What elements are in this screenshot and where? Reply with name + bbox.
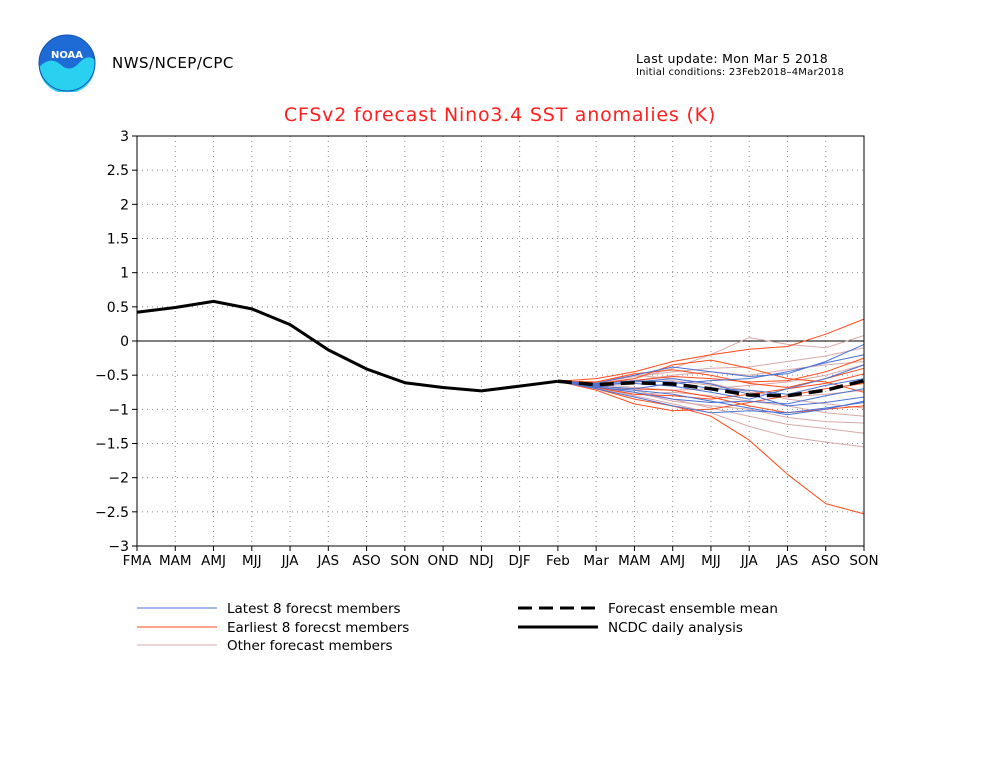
legend-mean-label: Forecast ensemble mean <box>608 601 778 617</box>
earliest-member-line <box>557 380 865 515</box>
analysis-line <box>136 299 559 393</box>
last-update-label: Last update: Mon Mar 5 2018 <box>636 51 828 66</box>
x-tick-label: FMA <box>123 553 152 569</box>
legend-earliest-label: Earliest 8 forecst members <box>227 620 409 636</box>
legend-analysis-label: NCDC daily analysis <box>608 620 743 636</box>
earliest-member-line <box>557 359 865 393</box>
y-tick-label: −0.5 <box>95 368 129 384</box>
x-tick-label: SON <box>390 553 419 569</box>
x-tick-label: JAS <box>776 553 799 569</box>
y-tick-label: 0.5 <box>107 300 129 316</box>
y-tick-label: −2.5 <box>95 505 129 521</box>
x-tick-label: MAM <box>618 553 651 569</box>
x-tick-label: ASO <box>352 553 380 569</box>
x-tick-label: JJA <box>281 553 300 569</box>
noaa-logo: NOAA <box>38 34 96 92</box>
x-tick-label: Mar <box>583 553 609 569</box>
y-tick-label: −2 <box>108 471 129 487</box>
y-axis-ticks: 3 2.5 2 1.5 1 0.5 0 −0.5 −1 −1.5 −2 −2.5 −3 <box>95 129 137 555</box>
latest-member-line <box>557 354 865 390</box>
x-tick-label: MJJ <box>242 553 262 569</box>
x-axis-ticks: FMA MAM AMJ MJJ JJA JAS ASO SON OND NDJ DJF Feb Mar M… <box>123 546 879 569</box>
latest-member-line <box>557 380 865 414</box>
x-tick-label: ASO <box>812 553 840 569</box>
y-tick-label: −1.5 <box>95 437 129 453</box>
x-tick-label: MJJ <box>701 553 721 569</box>
x-tick-label: OND <box>428 553 459 569</box>
x-tick-label: AMJ <box>201 553 226 569</box>
latest-member-line <box>557 380 865 405</box>
x-tick-label: JJA <box>740 553 759 569</box>
earliest-members-series <box>557 318 865 515</box>
earliest-member-line <box>557 373 865 400</box>
noaa-logo-text: NOAA <box>51 50 83 61</box>
x-tick-label: JAS <box>317 553 340 569</box>
y-tick-label: 0 <box>120 334 129 350</box>
y-tick-label: 2.5 <box>107 163 129 179</box>
y-tick-label: 1 <box>120 266 129 282</box>
ensemble-mean-series <box>557 378 865 398</box>
x-tick-label: NDJ <box>469 553 493 569</box>
legend-other-label: Other forecast members <box>227 638 393 654</box>
x-tick-label: Feb <box>546 553 570 569</box>
y-tick-label: −3 <box>108 539 129 555</box>
chart-title: CFSv2 forecast Nino3.4 SST anomalies (K) <box>283 104 717 126</box>
x-tick-label: MAM <box>159 553 192 569</box>
y-tick-label: −1 <box>108 402 129 418</box>
agency-label: NWS/NCEP/CPC <box>112 54 234 72</box>
y-tick-label: 1.5 <box>107 232 129 248</box>
legend-latest-label: Latest 8 forecst members <box>227 601 401 617</box>
x-tick-label: AMJ <box>660 553 685 569</box>
y-tick-label: 2 <box>120 197 129 213</box>
x-tick-label: SON <box>849 553 878 569</box>
analysis-series <box>136 299 559 393</box>
ensemble-mean-line <box>557 378 865 398</box>
y-tick-label: 3 <box>120 129 129 145</box>
x-tick-label: DJF <box>509 553 531 569</box>
legend: Latest 8 forecst members Earliest 8 fore… <box>137 601 778 654</box>
initial-conditions-label: Initial conditions: 23Feb2018–4Mar2018 <box>636 67 845 78</box>
earliest-member-line <box>557 318 865 382</box>
